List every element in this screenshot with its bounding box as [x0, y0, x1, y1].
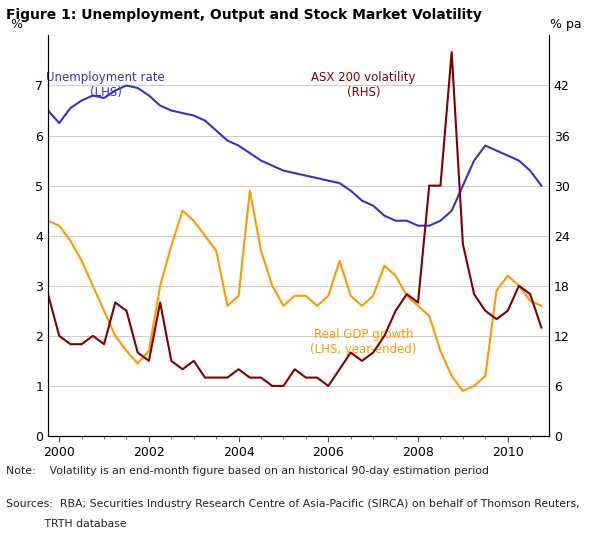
Text: %: % — [10, 19, 22, 32]
Text: Note:    Volatility is an end-month figure based on an historical 90-day estimat: Note: Volatility is an end-month figure … — [6, 466, 489, 476]
Text: Figure 1: Unemployment, Output and Stock Market Volatility: Figure 1: Unemployment, Output and Stock… — [6, 8, 482, 22]
Text: ASX 200 volatility
(RHS): ASX 200 volatility (RHS) — [311, 71, 416, 100]
Text: Real GDP growth
(LHS, year-ended): Real GDP growth (LHS, year-ended) — [310, 328, 417, 356]
Text: Unemployment rate
(LHS): Unemployment rate (LHS) — [46, 71, 165, 100]
Text: TRTH database: TRTH database — [6, 519, 127, 529]
Text: Sources:  RBA; Securities Industry Research Centre of Asia-Pacific (SIRCA) on be: Sources: RBA; Securities Industry Resear… — [6, 499, 580, 508]
Text: % pa: % pa — [550, 19, 581, 32]
